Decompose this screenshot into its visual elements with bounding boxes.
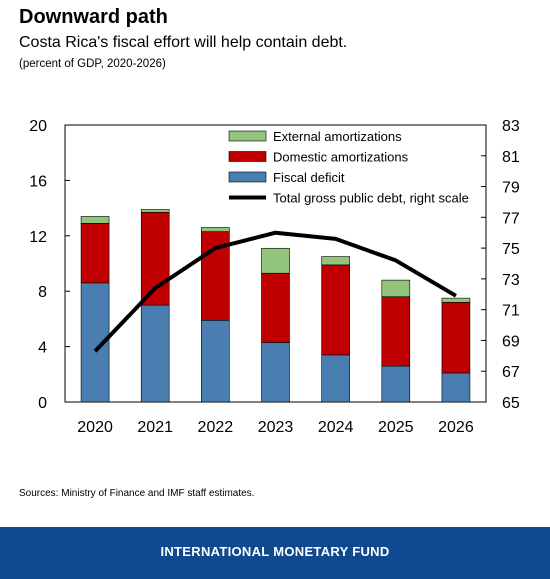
- right-tick-label: 79: [502, 180, 520, 197]
- footer-label: INTERNATIONAL MONETARY FUND: [160, 544, 390, 559]
- bar-domestic-amortizations-2023: [261, 272, 290, 343]
- left-tick-label: 16: [29, 173, 47, 190]
- bar-domestic-amortizations-2021: [140, 211, 170, 306]
- bar-fiscal-deficit-2026: [441, 372, 471, 403]
- right-tick-label: 77: [502, 210, 520, 227]
- right-tick-label: 65: [502, 395, 520, 412]
- bar-fiscal-deficit-2023: [261, 342, 290, 403]
- imf-footer: INTERNATIONAL MONETARY FUND: [0, 527, 550, 579]
- legend-label: Domestic amortizations: [273, 150, 409, 165]
- bar-fiscal-deficit-2021: [140, 304, 170, 403]
- left-tick-label: 8: [38, 284, 47, 301]
- chart-units: (percent of GDP, 2020-2026): [19, 58, 166, 70]
- x-tick-label: 2024: [318, 419, 354, 436]
- right-tick-label: 69: [502, 333, 520, 350]
- x-tick-label: 2021: [137, 419, 173, 436]
- bar-external-amortizations-2024: [321, 256, 350, 266]
- source-note: Sources: Ministry of Finance and IMF sta…: [19, 488, 255, 499]
- legend-label: Fiscal deficit: [273, 170, 345, 185]
- bar-external-amortizations-2021: [140, 209, 170, 213]
- x-tick-label: 2020: [77, 419, 113, 436]
- left-tick-label: 0: [38, 395, 47, 412]
- left-tick-label: 12: [29, 229, 47, 246]
- x-tick-label: 2023: [258, 419, 294, 436]
- right-tick-label: 73: [502, 272, 520, 289]
- right-tick-label: 67: [502, 364, 520, 381]
- left-tick-label: 4: [38, 340, 47, 357]
- bar-domestic-amortizations-2025: [381, 296, 411, 367]
- left-tick-label: 20: [29, 118, 47, 135]
- bar-external-amortizations-2023: [261, 247, 290, 274]
- chart-title: Downward path: [19, 6, 168, 28]
- x-tick-label: 2025: [378, 419, 414, 436]
- legend-label: External amortizations: [273, 129, 402, 144]
- bar-external-amortizations-2025: [381, 279, 411, 298]
- bar-domestic-amortizations-2024: [321, 264, 350, 356]
- right-tick-label: 75: [502, 241, 520, 258]
- bar-fiscal-deficit-2024: [321, 354, 350, 403]
- legend-swatch: [228, 151, 267, 162]
- right-tick-label: 81: [502, 149, 520, 166]
- bar-domestic-amortizations-2020: [80, 223, 110, 284]
- chart-svg: 0 4 8 12 16 20 65 67 69 71 73 75 77 79 81 83 2020 2021 202…: [29, 118, 520, 436]
- bar-fiscal-deficit-2025: [381, 365, 411, 403]
- legend-swatch: [228, 171, 267, 183]
- bar-external-amortizations-2022: [201, 227, 230, 232]
- chart-subtitle: Costa Rica's fiscal effort will help con…: [19, 34, 348, 51]
- legend-swatch: [228, 130, 267, 142]
- right-tick-label: 71: [502, 303, 520, 320]
- right-tick-label: 83: [502, 118, 520, 135]
- legend-label: Total gross public debt, right scale: [273, 191, 469, 206]
- bar-fiscal-deficit-2022: [201, 319, 230, 403]
- x-tick-label: 2022: [198, 419, 234, 436]
- bar-external-amortizations-2026: [441, 297, 471, 303]
- bar-domestic-amortizations-2026: [441, 301, 471, 374]
- x-tick-label: 2026: [438, 419, 474, 436]
- bar-external-amortizations-2020: [80, 216, 110, 224]
